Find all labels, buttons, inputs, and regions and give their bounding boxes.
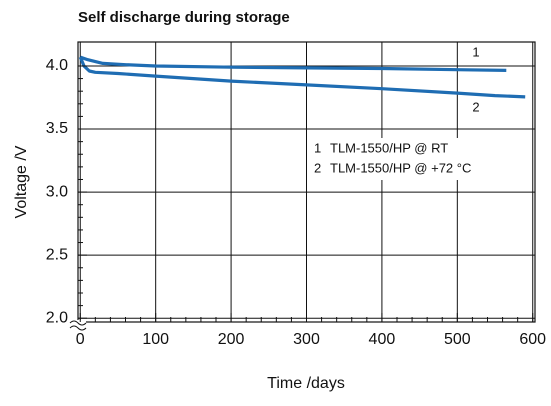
lines [78, 55, 526, 99]
x-tick-label: 300 [293, 331, 320, 348]
y-tick-label: 4.0 [46, 57, 68, 74]
axis-break [69, 320, 87, 331]
line-label: 2 [472, 99, 479, 114]
legend-number: 1 [314, 140, 321, 155]
y-tick-label: 3.0 [46, 183, 68, 200]
legend-label: TLM-1550/HP @ +72 °C [330, 160, 471, 175]
series-line [79, 55, 507, 72]
line-label: 1 [472, 44, 479, 59]
x-tick-label: 400 [369, 331, 396, 348]
y-tick-label: 2.5 [46, 246, 68, 263]
x-axis-label: Time /days [267, 375, 345, 392]
y-tick-label: 2.0 [46, 309, 68, 326]
x-tick-label: 200 [218, 331, 245, 348]
legend-label: TLM-1550/HP @ RT [330, 140, 448, 155]
x-tick-label: 100 [142, 331, 169, 348]
y-tick-label: 3.5 [46, 120, 68, 137]
legend: 1 TLM-1550/HP @ RT 2 TLM-1550/HP @ +72 °C [308, 138, 530, 180]
legend-box [308, 138, 530, 180]
chart-title: Self discharge during storage [78, 9, 290, 26]
x-tick-label: 500 [444, 331, 471, 348]
series-line [78, 56, 526, 99]
y-axis-label: Voltage /V [13, 145, 30, 218]
legend-number: 2 [314, 160, 321, 175]
x-tick-label: 600 [519, 331, 546, 348]
x-tick-label: 0 [76, 331, 85, 348]
